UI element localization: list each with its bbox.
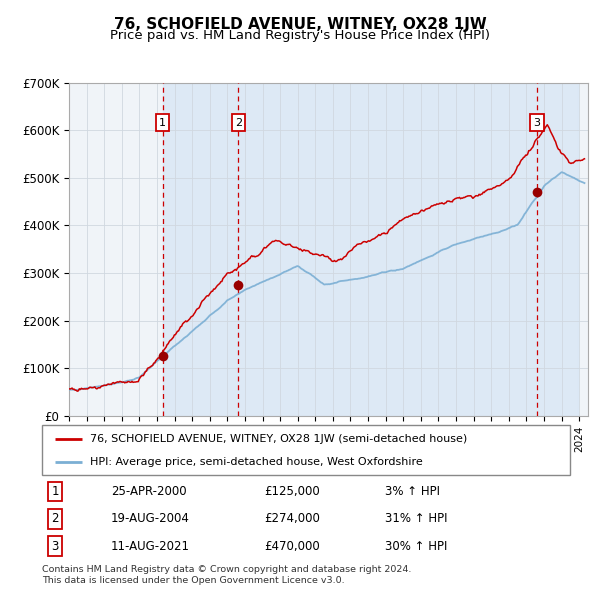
Text: Contains HM Land Registry data © Crown copyright and database right 2024.
This d: Contains HM Land Registry data © Crown c… (42, 565, 412, 585)
Text: £470,000: £470,000 (264, 540, 320, 553)
Text: 2: 2 (52, 512, 59, 526)
Text: 1: 1 (159, 117, 166, 127)
Text: £125,000: £125,000 (264, 485, 320, 498)
Text: 3: 3 (52, 540, 59, 553)
Text: 25-APR-2000: 25-APR-2000 (110, 485, 186, 498)
Text: 2: 2 (235, 117, 242, 127)
Text: 1: 1 (52, 485, 59, 498)
Text: 11-AUG-2021: 11-AUG-2021 (110, 540, 190, 553)
Text: £274,000: £274,000 (264, 512, 320, 526)
Text: HPI: Average price, semi-detached house, West Oxfordshire: HPI: Average price, semi-detached house,… (89, 457, 422, 467)
Text: 3: 3 (533, 117, 541, 127)
Text: 30% ↑ HPI: 30% ↑ HPI (385, 540, 448, 553)
Text: 31% ↑ HPI: 31% ↑ HPI (385, 512, 448, 526)
FancyBboxPatch shape (42, 425, 570, 475)
Bar (238, 83, 578, 416)
Text: 3% ↑ HPI: 3% ↑ HPI (385, 485, 440, 498)
Text: 19-AUG-2004: 19-AUG-2004 (110, 512, 190, 526)
Text: 76, SCHOFIELD AVENUE, WITNEY, OX28 1JW (semi-detached house): 76, SCHOFIELD AVENUE, WITNEY, OX28 1JW (… (89, 434, 467, 444)
Bar (163, 83, 238, 416)
Text: Price paid vs. HM Land Registry's House Price Index (HPI): Price paid vs. HM Land Registry's House … (110, 30, 490, 42)
Text: 76, SCHOFIELD AVENUE, WITNEY, OX28 1JW: 76, SCHOFIELD AVENUE, WITNEY, OX28 1JW (113, 17, 487, 31)
